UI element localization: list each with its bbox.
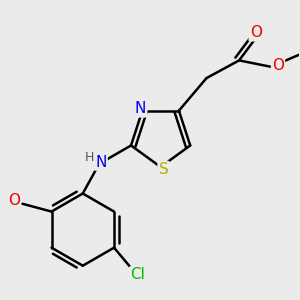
Text: N: N xyxy=(135,101,146,116)
Text: H: H xyxy=(85,151,94,164)
Text: S: S xyxy=(159,162,168,177)
Text: O: O xyxy=(272,58,284,73)
Text: O: O xyxy=(250,25,262,40)
Text: N: N xyxy=(95,154,106,169)
Text: O: O xyxy=(8,193,20,208)
Text: Cl: Cl xyxy=(130,267,145,282)
